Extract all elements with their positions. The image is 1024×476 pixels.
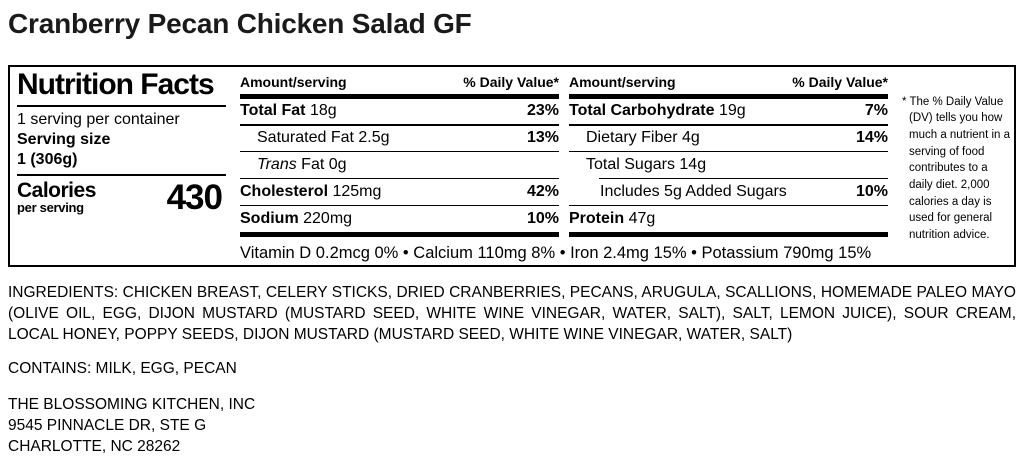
header-amount-serving: Amount/serving (240, 73, 347, 90)
product-title: Cranberry Pecan Chicken Salad GF (8, 8, 472, 39)
nutrient-name: Cholesterol (240, 183, 329, 201)
row-cholesterol: Cholesterol 125mg 42% (240, 179, 559, 204)
nutrient-label: Total Sugars 14g (586, 157, 706, 173)
nutrient-amount: 19g (718, 102, 746, 120)
nutrient-label: Includes 5g Added Sugars (600, 184, 787, 200)
nutrient-name: Fat (301, 156, 325, 174)
nutrient-amount: 47g (628, 209, 656, 227)
manufacturer-name: THE BLOSSOMING KITCHEN, INC (8, 395, 256, 413)
nutrient-daily-value: 10% (526, 209, 559, 227)
divider-rule (240, 204, 559, 207)
nutrient-name: Saturated Fat (257, 129, 354, 147)
divider-rule (17, 174, 226, 177)
divider-rule (569, 124, 888, 126)
servings-per-container: 1 serving per container (17, 111, 180, 129)
column-header: Amount/serving % Daily Value* (240, 69, 559, 94)
footnote-text: * The % Daily Value (DV) tells you how m… (902, 95, 1011, 241)
serving-size-value: 1 (306g) (17, 151, 78, 169)
nutrient-column-2: Amount/serving % Daily Value* Total Carb… (569, 69, 888, 237)
manufacturer-address-line2: CHARLOTTE, NC 28262 (8, 437, 181, 455)
header-daily-value: % Daily Value* (792, 73, 888, 90)
row-total-sugars: Total Sugars 14g (569, 152, 888, 177)
panel-center-section: Amount/serving % Daily Value* Total Fat … (232, 67, 890, 265)
nutrient-daily-value: 14% (855, 129, 888, 147)
row-saturated-fat: Saturated Fat 2.5g 13% (240, 126, 559, 151)
serving-size-label: Serving size (17, 131, 111, 149)
nutrient-amount: 0g (328, 156, 347, 174)
label-page: Cranberry Pecan Chicken Salad GF Nutriti… (8, 8, 1016, 457)
divider-rule (17, 105, 226, 108)
nutrient-label: Sodium 220mg (240, 209, 353, 227)
row-sodium: Sodium 220mg 10% (240, 206, 559, 231)
nutrient-amount: 14g (679, 156, 707, 174)
row-trans-fat: Trans Fat 0g (240, 152, 559, 177)
manufacturer-block: THE BLOSSOMING KITCHEN, INC 9545 PINNACL… (8, 394, 1016, 457)
nutrient-daily-value: 42% (526, 183, 559, 201)
row-total-fat: Total Fat 18g 23% (240, 99, 559, 124)
micronutrients-line: Vitamin D 0.2mcg 0% • Calcium 110mg 8% •… (240, 243, 872, 262)
nutrient-label: Dietary Fiber 4g (586, 130, 700, 146)
header-daily-value: % Daily Value* (463, 73, 559, 90)
nutrient-name: Includes 5g Added Sugars (600, 183, 787, 201)
thick-bar (569, 231, 888, 237)
nutrient-columns: Amount/serving % Daily Value* Total Fat … (240, 69, 888, 237)
row-dietary-fiber: Dietary Fiber 4g 14% (569, 126, 888, 151)
thick-bar (569, 93, 888, 99)
nutrient-label: Cholesterol 125mg (240, 184, 381, 200)
nutrient-daily-value: 7% (864, 102, 888, 120)
nutrient-name: Sodium (240, 209, 299, 227)
thick-bar (240, 231, 559, 237)
divider-rule-indented (599, 177, 888, 180)
nutrient-label: Trans Fat 0g (257, 157, 347, 173)
nutrient-name: Total Carbohydrate (569, 102, 715, 120)
header-amount-serving: Amount/serving (569, 73, 676, 90)
nutrient-name: Protein (569, 209, 625, 227)
calories-sublabel: per serving (17, 199, 84, 215)
nutrient-column-1: Amount/serving % Daily Value* Total Fat … (240, 69, 559, 237)
calories-value: 430 (166, 178, 223, 218)
calories-labels: Calories per serving (17, 178, 96, 215)
nutrient-name: Total Sugars (586, 156, 675, 174)
nutrient-daily-value: 10% (855, 183, 888, 201)
nutrient-label: Protein 47g (569, 209, 656, 227)
divider-rule (240, 150, 559, 153)
nutrient-label: Total Carbohydrate 19g (569, 103, 746, 119)
nutrient-daily-value: 23% (526, 102, 559, 120)
divider-rule (569, 150, 888, 153)
nutrient-name: Dietary Fiber (586, 129, 678, 147)
column-header: Amount/serving % Daily Value* (569, 69, 888, 94)
nutrient-amount: 220mg (303, 209, 353, 227)
nutrient-name-italic: Trans (257, 156, 297, 174)
allergen-statement: CONTAINS: MILK, EGG, PECAN (8, 360, 237, 378)
nutrient-amount: 18g (309, 102, 337, 120)
nutrient-label: Saturated Fat 2.5g (257, 130, 390, 146)
divider-rule (569, 204, 888, 207)
nutrient-amount: 4g (682, 129, 700, 147)
row-added-sugars: Includes 5g Added Sugars 10% (569, 179, 888, 204)
ingredients-statement: INGREDIENTS: CHICKEN BREAST, CELERY STIC… (8, 283, 1016, 343)
nutrient-amount: 2.5g (358, 129, 390, 147)
thick-bar (240, 93, 559, 99)
panel-left-section: Nutrition Facts 1 serving per container … (10, 67, 232, 265)
calories-label: Calories (17, 178, 96, 202)
nutrient-amount: 125mg (332, 183, 382, 201)
nutrient-name: Total Fat (240, 102, 306, 120)
row-total-carbohydrate: Total Carbohydrate 19g 7% (569, 99, 888, 124)
nutrient-label: Total Fat 18g (240, 103, 337, 119)
daily-value-footnote: * The % Daily Value (DV) tells you how m… (890, 67, 1014, 265)
row-protein: Protein 47g (569, 206, 888, 231)
nutrition-facts-panel: Nutrition Facts 1 serving per container … (8, 64, 1016, 267)
manufacturer-address-line1: 9545 PINNACLE DR, STE G (8, 416, 207, 434)
nutrient-daily-value: 13% (526, 129, 559, 147)
divider-rule (240, 124, 559, 126)
divider-rule (240, 177, 559, 180)
calories-row: Calories per serving 430 (17, 178, 226, 218)
nutrition-facts-heading: Nutrition Facts (17, 67, 215, 101)
